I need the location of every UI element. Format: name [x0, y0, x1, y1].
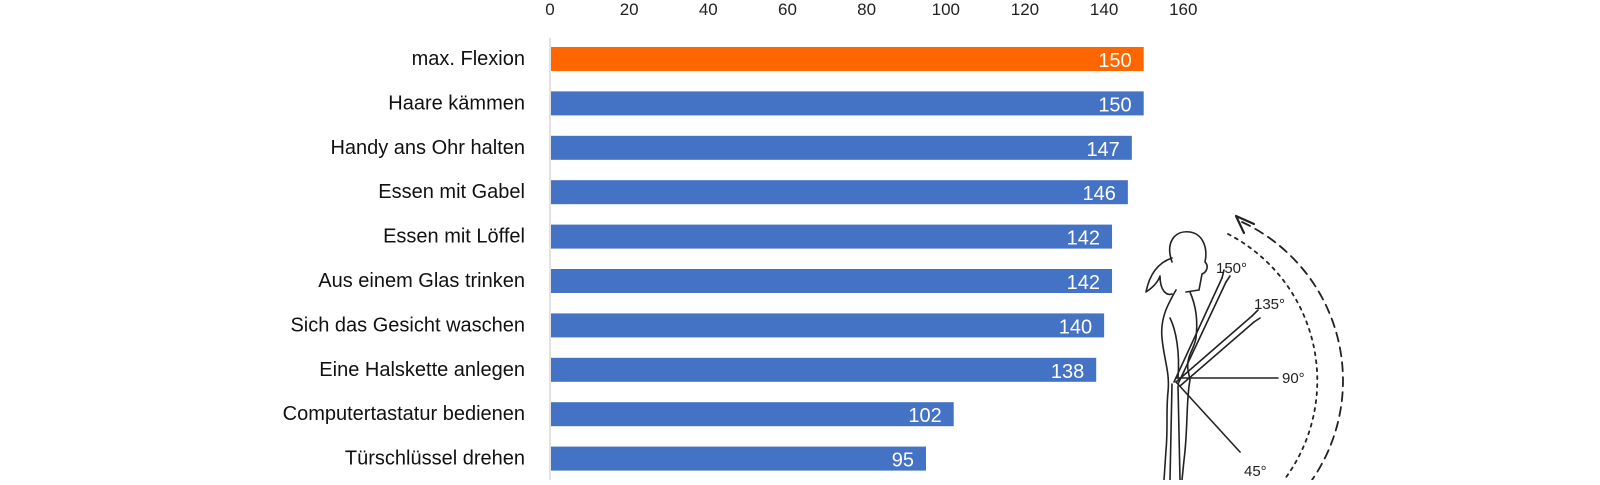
arm-45	[1175, 381, 1241, 453]
bar	[551, 47, 1144, 71]
bars	[551, 47, 1144, 471]
data-label: 95	[892, 450, 914, 472]
arm-150b	[1177, 281, 1227, 385]
hand-135	[1251, 309, 1261, 323]
x-tick-label: 120	[1011, 0, 1039, 19]
bar	[551, 402, 954, 427]
data-label: 142	[1067, 228, 1100, 250]
bar	[551, 135, 1132, 160]
bar	[551, 224, 1113, 249]
category-label: Sich das Gesicht waschen	[290, 314, 525, 336]
figure-head	[1168, 231, 1208, 293]
arc-arrowhead	[1234, 214, 1256, 235]
x-axis-ticks: 0 20 40 60 80 100 120 140 160	[545, 0, 1197, 19]
x-tick-label: 20	[620, 0, 639, 19]
data-label: 140	[1059, 316, 1092, 338]
category-label: Haare kämmen	[388, 92, 525, 114]
arm-150	[1173, 277, 1223, 383]
x-tick-label: 40	[699, 0, 718, 19]
bar	[551, 180, 1128, 205]
x-tick-label: 60	[778, 0, 797, 19]
shoulder-flexion-illustration	[1145, 214, 1344, 481]
bar	[551, 357, 1097, 382]
category-label: max. Flexion	[412, 48, 525, 70]
figure-ponytail	[1145, 257, 1173, 296]
figure-front	[1181, 291, 1198, 481]
arm-0b	[1177, 385, 1181, 481]
x-tick-label: 100	[932, 0, 960, 19]
bar	[551, 91, 1144, 116]
angle-label-45: 45°	[1244, 463, 1267, 480]
data-label: 150	[1098, 50, 1131, 72]
bar	[551, 313, 1105, 338]
arm-135b	[1179, 321, 1255, 387]
data-label: 147	[1086, 139, 1119, 161]
angle-label-135: 135°	[1254, 296, 1285, 313]
angle-label-90: 90°	[1282, 370, 1305, 387]
arm-0	[1169, 383, 1173, 481]
data-label: 102	[908, 405, 941, 427]
data-labels: 150 150 147 146 142 142 140 138 102 95	[892, 50, 1132, 472]
x-tick-label: 0	[545, 0, 554, 19]
category-label: Eine Halskette anlegen	[319, 359, 525, 381]
x-tick-label: 140	[1090, 0, 1118, 19]
inner-arc-dotted	[1227, 233, 1319, 481]
data-label: 146	[1082, 183, 1115, 205]
outer-arc-dashed	[1241, 221, 1344, 481]
data-label: 142	[1067, 272, 1100, 294]
category-label: Essen mit Gabel	[378, 181, 525, 203]
category-label: Computertastatur bedienen	[283, 403, 525, 425]
category-label: Handy ans Ohr halten	[330, 137, 525, 159]
category-label: Aus einem Glas trinken	[318, 270, 525, 292]
x-tick-label: 160	[1169, 0, 1197, 19]
angle-labels: 150° 135° 90° 45°	[1216, 260, 1305, 480]
angle-label-150: 150°	[1216, 260, 1247, 277]
category-label: Essen mit Löffel	[383, 226, 525, 248]
bar	[551, 269, 1113, 293]
data-label: 150	[1098, 94, 1131, 116]
x-tick-label: 80	[857, 0, 876, 19]
arm-135	[1175, 315, 1253, 383]
data-label: 138	[1051, 361, 1084, 383]
category-label: Türschlüssel drehen	[345, 448, 525, 470]
category-labels: max. Flexion Haare kämmen Handy ans Ohr ha…	[283, 48, 525, 470]
bar	[551, 446, 927, 471]
figure-shoulder	[1169, 317, 1180, 379]
figure-back	[1160, 289, 1177, 481]
hand-150	[1221, 269, 1231, 283]
